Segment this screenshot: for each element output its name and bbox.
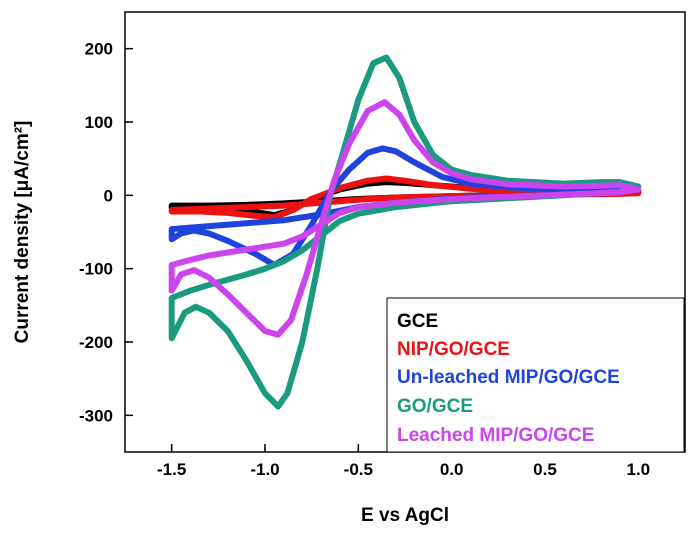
legend: GCE NIP/GO/GCE Un-leached MIP/GO/GCE GO/… (386, 297, 685, 453)
y-tick-label-2: -100 (79, 260, 113, 279)
x-tick-label-4: 0.5 (533, 460, 557, 479)
x-tick-label-1: -1.0 (250, 460, 279, 479)
y-tick-label-4: 100 (85, 113, 113, 132)
y-tick-label-1: -200 (79, 333, 113, 352)
x-tick-label-2: -0.5 (344, 460, 373, 479)
series-layer (168, 54, 642, 410)
legend-entry-gce: GCE (397, 311, 438, 332)
y-tick-label-5: 200 (85, 40, 113, 59)
legend-entry-nip-go-gce: NIP/GO/GCE (397, 339, 510, 360)
series-4-line (168, 99, 642, 338)
y-tick-label-3: 0 (104, 186, 113, 205)
x-tick-label-5: 1.0 (627, 460, 651, 479)
legend-entry-unleached-mip-go-gce: Un-leached MIP/GO/GCE (397, 367, 620, 388)
legend-entry-go-gce: GO/GCE (397, 396, 473, 417)
y-tick-label-0: -300 (79, 406, 113, 425)
legend-box (386, 297, 685, 453)
series-1-line (168, 175, 642, 221)
x-axis-title: E vs AgCl (361, 505, 449, 526)
series-3-line (168, 54, 642, 410)
tick-layer: -1.5 -1.0 -0.5 0.0 0.5 1.0 -300 -200 -100 0 100 200 (79, 40, 650, 479)
legend-entry-leached-mip-go-gce: Leached MIP/GO/GCE (397, 425, 594, 446)
x-tick-label-3: 0.0 (440, 460, 464, 479)
x-tick-label-0: -1.5 (157, 460, 186, 479)
y-axis-title: Current density [μA/cm²] (12, 121, 33, 344)
